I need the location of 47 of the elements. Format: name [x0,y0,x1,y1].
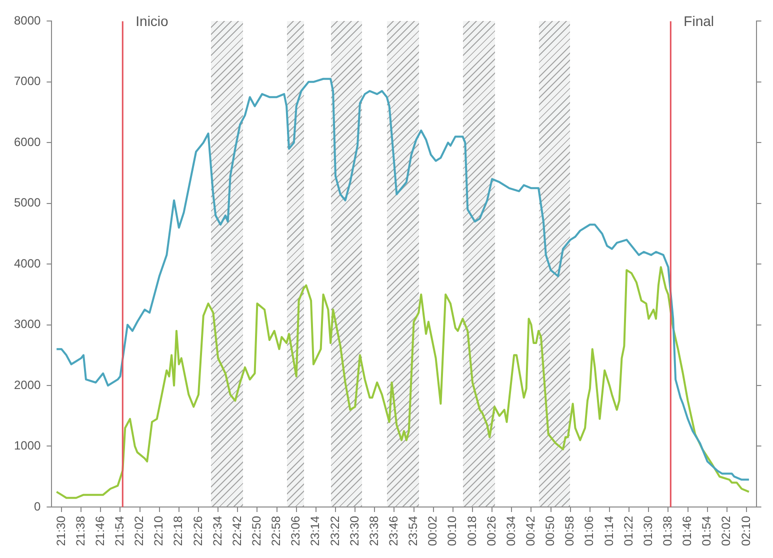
x-tick-label: 21:46 [92,516,107,546]
x-tick-label: 21:38 [73,516,88,546]
x-tick-label: 22:34 [210,516,224,546]
x-tick-label: 23:22 [328,516,342,546]
x-tick-label: 21:30 [54,516,68,546]
y-tick-label: 1000 [14,438,42,453]
x-tick-label: 00:42 [524,516,538,546]
x-tick-label: 02:02 [719,516,734,546]
ref-line-label: Final [684,13,714,30]
x-tick-label: 22:42 [230,516,244,546]
x-tick-label: 01:30 [640,516,655,546]
y-tick-label: 8000 [14,14,42,28]
x-tick-label: 01:14 [602,516,616,546]
x-tick-label: 23:30 [347,516,362,546]
x-tick-label: 23:38 [366,516,381,546]
x-tick-label: 01:54 [700,516,714,546]
y-tick-label: 7000 [14,74,42,88]
y-tick-label: 0 [34,499,42,514]
x-tick-label: 00:34 [504,516,518,546]
x-tick-label: 22:50 [250,516,264,546]
x-tick-label: 00:50 [543,516,558,546]
y-tick-label: 2000 [14,378,42,392]
y-tick-label: 6000 [14,134,42,149]
x-tick-label: 00:26 [484,516,498,546]
x-tick-label: 01:06 [582,516,596,546]
x-tick-label: 00:10 [445,516,460,546]
x-tick-label: 22:58 [269,516,284,546]
x-tick-label: 01:22 [621,516,636,546]
y-tick-label: 5000 [14,196,42,210]
x-tick-label: 22:10 [152,516,166,546]
x-tick-label: 02:10 [738,516,753,546]
x-tick-label: 23:14 [308,516,322,546]
x-tick-label: 22:26 [190,516,205,546]
x-tick-label: 01:38 [660,516,675,546]
y-tick-label: 4000 [14,256,42,270]
x-tick-label: 01:46 [680,516,694,546]
x-tick-label: 23:54 [406,516,420,546]
x-tick-label: 23:46 [386,516,401,546]
x-tick-label: 00:18 [464,516,479,546]
x-tick-label: 22:02 [132,516,146,546]
ref-line-label: Inicio [136,13,169,30]
x-tick-label: 23:06 [288,516,303,546]
x-tick-label: 21:54 [112,516,127,546]
x-tick-label: 22:18 [171,516,186,546]
x-tick-label: 00:58 [562,516,577,546]
x-tick-label: 00:02 [426,516,440,546]
y-tick-label: 3000 [14,317,42,332]
